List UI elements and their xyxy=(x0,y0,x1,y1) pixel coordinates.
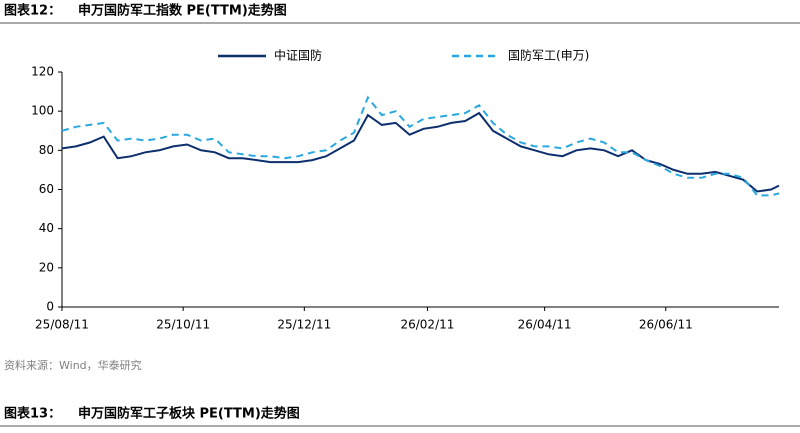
x-tick-label: 26/04/11 xyxy=(518,318,572,332)
legend-label: 中证国防 xyxy=(274,48,322,63)
y-tick-label: 60 xyxy=(39,182,54,196)
x-tick-label: 25/10/11 xyxy=(156,318,210,332)
y-tick-label: 40 xyxy=(39,221,54,235)
x-tick-label: 26/02/11 xyxy=(400,318,454,332)
series-line xyxy=(61,111,780,193)
chart-title: 申万国防军工指数 PE(TTM)走势图 xyxy=(78,3,287,19)
x-tick-label: 25/08/11 xyxy=(35,318,89,332)
y-tick-label: 120 xyxy=(31,65,54,79)
y-tick-label: 20 xyxy=(39,260,54,274)
next-figure-label: 图表13： xyxy=(4,406,61,422)
y-tick-label: 80 xyxy=(39,143,54,157)
source: 资料来源：Wind，华泰研究 xyxy=(4,358,142,372)
next-figure-title: 申万国防军工子板块 PE(TTM)走势图 xyxy=(78,406,300,422)
figure-label: 图表12： xyxy=(4,3,61,19)
y-tick-label: 0 xyxy=(46,300,54,314)
x-tick-label: 25/12/11 xyxy=(277,318,331,332)
y-tick-label: 100 xyxy=(31,104,54,118)
x-tick-label: 26/06/11 xyxy=(639,318,693,332)
legend-label: 国防军工(申万) xyxy=(508,48,589,63)
